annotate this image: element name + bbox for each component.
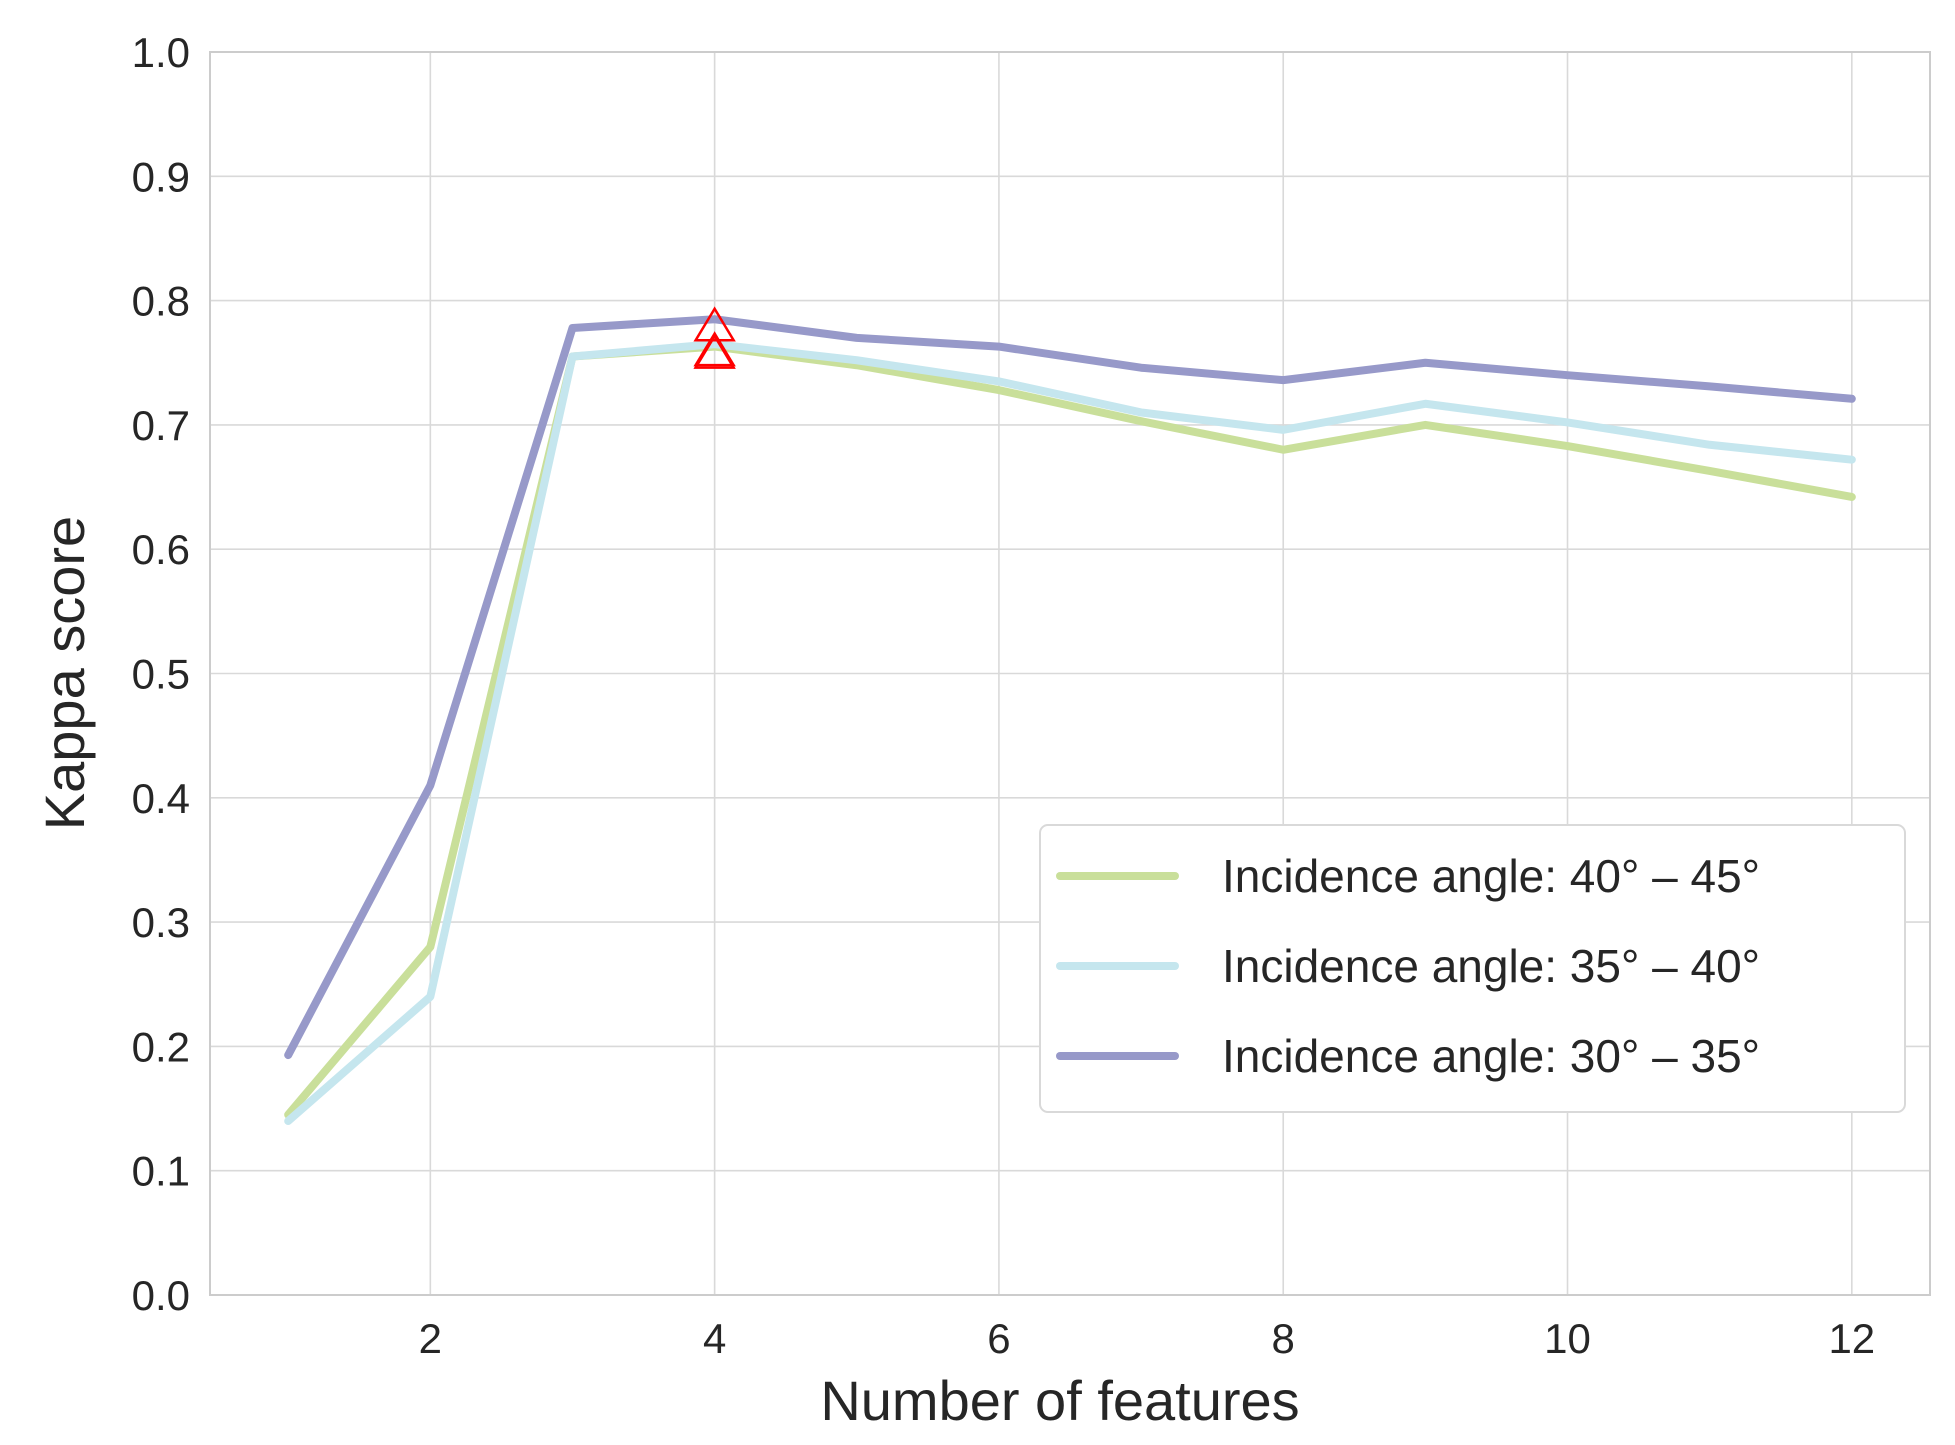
best-marker — [693, 331, 736, 367]
y-tick-label: 0.2 — [132, 1023, 190, 1070]
y-axis-label: Kappa score — [33, 516, 96, 830]
x-axis-label: Number of features — [820, 1369, 1299, 1432]
y-tick-label: 1.0 — [132, 29, 190, 76]
best-marker — [693, 306, 736, 342]
y-tick-label: 0.6 — [132, 526, 190, 573]
x-tick-label: 10 — [1544, 1315, 1591, 1362]
plot-frame — [209, 51, 1931, 1296]
y-tick-label: 0.4 — [132, 775, 190, 822]
x-tick-label: 2 — [419, 1315, 442, 1362]
y-tick-label: 0.9 — [132, 153, 190, 200]
best-marker — [693, 333, 736, 369]
x-tick-label: 4 — [703, 1315, 726, 1362]
y-tick-labels: 0.0 0.1 0.2 0.3 0.4 0.5 0.6 0.7 0.8 0.9 1.0 — [132, 29, 190, 1319]
legend-label: Incidence angle: 35° – 40° — [1222, 940, 1760, 992]
x-tick-label: 8 — [1272, 1315, 1295, 1362]
y-tick-label: 0.5 — [132, 651, 190, 698]
legend-label: Incidence angle: 40° – 45° — [1222, 850, 1760, 902]
series-lines — [284, 315, 1856, 1125]
y-tick-label: 0.0 — [132, 1272, 190, 1319]
best-markers — [693, 306, 736, 369]
y-tick-label: 0.3 — [132, 899, 190, 946]
y-tick-label: 0.1 — [132, 1148, 190, 1195]
x-tick-label: 12 — [1828, 1315, 1875, 1362]
x-tick-label: 6 — [987, 1315, 1010, 1362]
series-line-3 — [284, 315, 1856, 1060]
series-line-2 — [284, 340, 1856, 1125]
legend: Incidence angle: 40° – 45° Incidence angl… — [1039, 824, 1906, 1113]
y-tick-label: 0.8 — [132, 278, 190, 325]
y-tick-label: 0.7 — [132, 402, 190, 449]
x-tick-labels: 2 4 6 8 10 12 — [419, 1315, 1876, 1362]
legend-label: Incidence angle: 30° – 35° — [1222, 1030, 1760, 1082]
legend-box — [1039, 824, 1906, 1113]
